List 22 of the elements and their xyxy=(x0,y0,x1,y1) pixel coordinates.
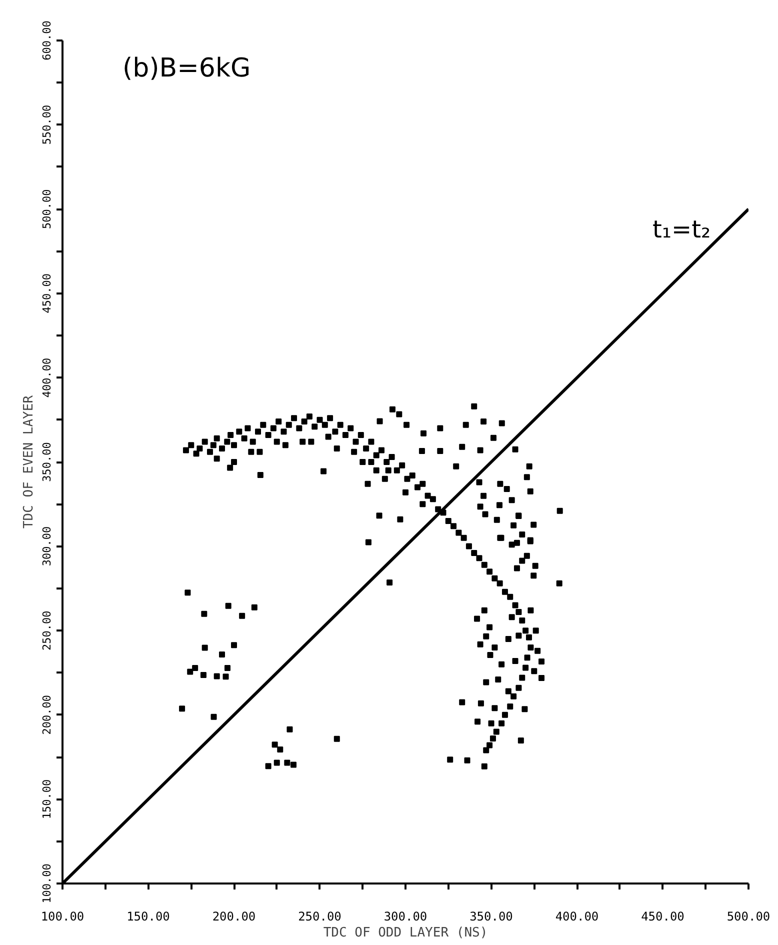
annotation: (b)B=6kG xyxy=(122,54,251,84)
y-tick-label: 150.00 xyxy=(40,779,54,820)
x-tick-label: 400.00 xyxy=(555,910,599,924)
y-tick-label: 400.00 xyxy=(40,358,54,398)
x-tick-label: 250.00 xyxy=(298,910,342,924)
x-axis-title: TDC OF ODD LAYER (NS) xyxy=(323,926,488,940)
y-tick-label: 300.00 xyxy=(40,526,54,566)
y-axis-title: TDC OF EVEN LAYER xyxy=(22,395,36,529)
y-tick-label: 550.00 xyxy=(40,104,54,145)
y-tick-label: 500.00 xyxy=(40,189,54,229)
x-tick-label: 500.00 xyxy=(726,910,770,924)
y-tick-label: 200.00 xyxy=(40,695,54,735)
x-tick-label: 150.00 xyxy=(126,910,170,924)
x-tick-label: 350.00 xyxy=(470,910,513,924)
x-tick-label: 200.00 xyxy=(212,910,256,924)
y-tick-label: 450.00 xyxy=(40,274,54,314)
x-tick-label: 300.00 xyxy=(384,910,428,924)
x-tick-label: 450.00 xyxy=(641,910,684,924)
annotation: t₁=t₂ xyxy=(652,216,711,244)
y-tick-label: 250.00 xyxy=(40,610,54,650)
y-tick-label: 600.00 xyxy=(40,20,54,60)
y-tick-label: 350.00 xyxy=(40,442,54,482)
